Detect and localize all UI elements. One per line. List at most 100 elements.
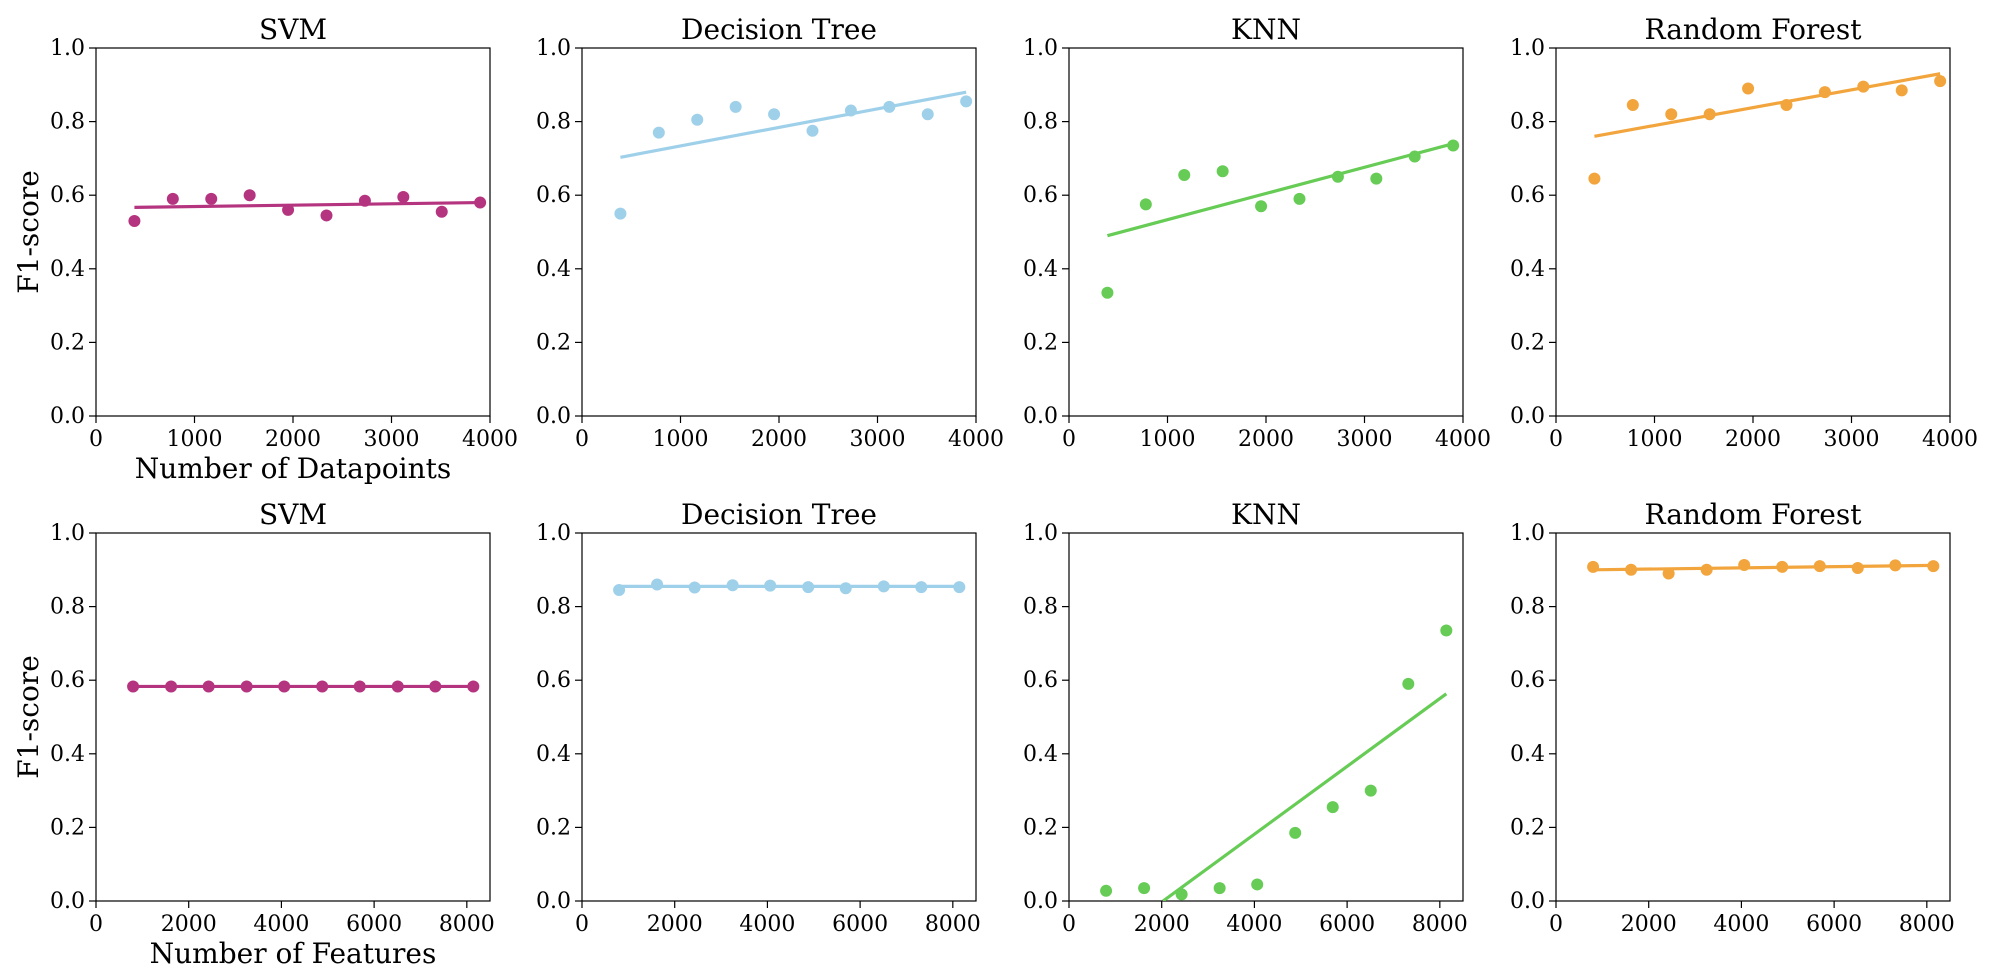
chart-panel-8: 0.0 0.2 0.4 0.6 0.8 1.0 0 2000 4000 6000 8000 Rando…: [1510, 498, 1955, 937]
y-tick-label: 0.8: [536, 110, 571, 135]
x-tick-label: 1000: [167, 427, 223, 452]
data-point: [202, 680, 215, 693]
x-tick-label: 2000: [265, 427, 321, 452]
y-tick-label: 1.0: [1510, 521, 1545, 546]
data-point: [839, 582, 852, 595]
plot-frame: [1555, 47, 1951, 417]
data-point: [1700, 563, 1713, 576]
plot-frame: [581, 47, 977, 417]
x-tick-label: 2000: [647, 912, 703, 937]
y-tick-label: 0.8: [50, 110, 85, 135]
plot-frame: [1068, 532, 1464, 902]
data-point: [1813, 560, 1826, 573]
y-tick-label: 0.6: [50, 183, 85, 208]
data-point: [1101, 286, 1114, 299]
plot-frame: [95, 532, 491, 902]
panel-title: KNN: [1231, 13, 1301, 46]
data-point: [165, 680, 178, 693]
data-point: [1927, 560, 1940, 573]
y-tick-label: 0.0: [1023, 889, 1058, 914]
data-point: [1213, 882, 1226, 895]
data-point: [358, 194, 371, 207]
data-point: [1780, 99, 1793, 112]
data-point: [1587, 560, 1600, 573]
data-point: [806, 124, 819, 137]
data-point: [1742, 82, 1755, 95]
plot-frame: [1555, 532, 1951, 902]
panel-title: SVM: [259, 498, 327, 531]
data-point: [166, 192, 179, 205]
data-point: [1895, 84, 1908, 97]
x-tick-label: 2000: [1621, 912, 1677, 937]
x-tick-label: 2000: [1725, 427, 1781, 452]
x-tick-label: 0: [89, 427, 103, 452]
trend-line: [620, 90, 967, 159]
y-tick-label: 0.4: [536, 257, 571, 282]
y-tick-label: 0.8: [1510, 110, 1545, 135]
data-point: [429, 680, 442, 693]
data-point: [1175, 888, 1188, 901]
data-point: [1364, 784, 1377, 797]
y-tick-label: 0.2: [50, 815, 85, 840]
data-point: [1370, 172, 1383, 185]
x-tick-label: 4000: [739, 912, 795, 937]
data-point: [953, 581, 966, 594]
x-tick-label: 0: [89, 912, 103, 937]
y-tick-label: 0.6: [1023, 183, 1058, 208]
y-tick-label: 0.2: [1510, 815, 1545, 840]
chart-panel-5: 0.0 0.2 0.4 0.6 0.8 1.0 0 2000 4000 6000 8000 SVM Nu…: [12, 498, 495, 970]
y-tick-label: 0.8: [536, 595, 571, 620]
y-tick-label: 1.0: [1510, 36, 1545, 61]
data-point: [353, 680, 366, 693]
y-tick-label: 0.6: [536, 183, 571, 208]
trend-line: [1593, 563, 1934, 572]
data-point: [883, 100, 896, 113]
data-point: [613, 584, 626, 597]
y-tick-label: 0.0: [1510, 404, 1545, 429]
data-point: [729, 100, 742, 113]
data-point: [397, 191, 410, 204]
x-tick-label: 4000: [253, 912, 309, 937]
x-tick-label: 6000: [832, 912, 888, 937]
x-axis-label: Number of Datapoints: [135, 452, 451, 485]
data-point: [1326, 801, 1339, 814]
panel-title: Decision Tree: [681, 498, 877, 531]
x-tick-label: 4000: [948, 427, 1004, 452]
y-tick-label: 0.4: [50, 257, 85, 282]
x-tick-label: 8000: [925, 912, 981, 937]
x-tick-label: 1000: [1140, 427, 1196, 452]
y-tick-label: 1.0: [50, 36, 85, 61]
data-point: [768, 108, 781, 121]
y-tick-label: 0.2: [536, 815, 571, 840]
data-point: [320, 209, 333, 222]
data-point: [243, 189, 256, 202]
y-tick-label: 0.0: [536, 889, 571, 914]
y-axis-label: F1-score: [12, 170, 45, 294]
chart-panel-4: 0.0 0.2 0.4 0.6 0.8 1.0 0 1000 2000 3000 4000 Rando…: [1510, 13, 1978, 452]
data-point: [1216, 165, 1229, 178]
y-tick-label: 0.8: [50, 595, 85, 620]
data-point: [764, 579, 777, 592]
data-point: [1625, 563, 1638, 576]
data-point: [1738, 559, 1751, 572]
x-tick-label: 2000: [751, 427, 807, 452]
panel-title: Random Forest: [1644, 13, 1862, 46]
chart-panel-3: 0.0 0.2 0.4 0.6 0.8 1.0 0 1000 2000 3000 4000 KNN: [1023, 13, 1491, 452]
y-tick-label: 0.4: [1023, 742, 1058, 767]
trend-line: [1594, 72, 1941, 138]
x-tick-label: 2000: [1238, 427, 1294, 452]
x-tick-label: 1000: [1627, 427, 1683, 452]
data-point: [1251, 878, 1264, 891]
data-point: [651, 578, 664, 591]
y-tick-label: 0.8: [1510, 595, 1545, 620]
x-tick-label: 0: [1549, 427, 1563, 452]
data-point: [435, 205, 448, 218]
y-tick-label: 0.4: [1510, 257, 1545, 282]
data-point: [802, 581, 815, 594]
data-point: [960, 95, 973, 108]
data-point: [1447, 139, 1460, 152]
data-marks: [1587, 559, 1940, 580]
data-point: [1776, 560, 1789, 573]
data-point: [688, 581, 701, 594]
x-tick-label: 3000: [1337, 427, 1393, 452]
